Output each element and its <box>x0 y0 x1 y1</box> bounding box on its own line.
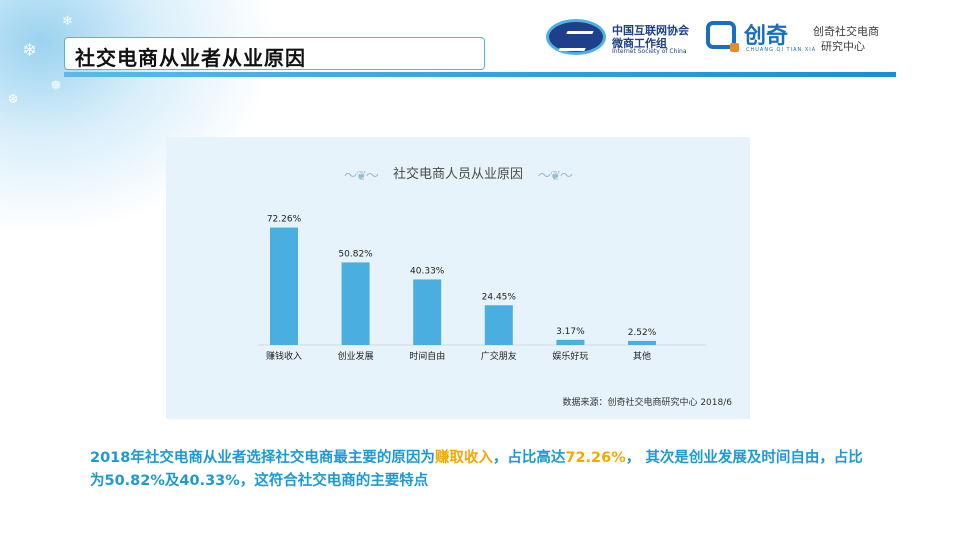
bar-value-label: 24.45% <box>482 292 517 302</box>
page-title: 社交电商从业者从业原因 <box>75 46 306 70</box>
bar-value-label: 40.33% <box>410 266 445 276</box>
chuangqi-name: 创奇 <box>744 24 789 49</box>
bar <box>628 340 656 345</box>
summary-part3: ， 其次是创业发展及时间自由，占比为50.82%及40.33%，这符合社交电商的… <box>90 450 863 489</box>
internet-society-emblem-icon <box>546 19 606 55</box>
bar <box>556 339 585 345</box>
chuangqi-pinyin: CHUANG QI TIAN XIA <box>746 47 817 53</box>
snowflake-icon: ❆ <box>8 92 19 106</box>
summary-highlight-percent: 72.26% <box>565 450 626 466</box>
internet-society-logo: 中国互联网协会 微商工作组 Internet Society of China <box>546 18 696 58</box>
chart-source: 数据来源：创奇社交电商研究中心 2018/6 <box>562 398 732 408</box>
bar <box>270 227 298 345</box>
chuangqi-org-line2: 研究中心 <box>821 40 865 53</box>
page-title-box: 社交电商从业者从业原因 <box>64 37 485 70</box>
category-label: 其他 <box>633 350 651 362</box>
ornament-left-icon: 〜❦〜 <box>344 169 379 184</box>
ioc-name-en: Internet Society of China <box>612 48 687 55</box>
bar <box>484 305 513 345</box>
summary-highlight-reason: 赚取收入 <box>434 450 493 466</box>
bar-chart: 72.26% 赚钱收入 50.82% 创业发展 40.33% 时间自由 24.45% 广交朋友… <box>258 215 706 362</box>
chart-title: 社交电商人员从业原因 <box>392 167 523 182</box>
bar-value-label: 3.17% <box>556 327 585 337</box>
summary-text: 2018年社交电商从业者选择社交电商最主要的原因为赚取收入，占比高达72.26%… <box>90 447 870 493</box>
bar <box>413 279 442 345</box>
snowflake-icon: ❄ <box>22 40 38 61</box>
summary-part1: 2018年社交电商从业者选择社交电商最主要的原因为 <box>90 450 435 466</box>
chuangqi-org-line1: 创奇社交电商 <box>813 25 879 38</box>
ioc-name-line2: 微商工作组 <box>612 37 667 50</box>
ioc-name-line1: 中国互联网协会 <box>612 24 689 37</box>
chuangqi-mark-icon <box>706 21 739 52</box>
category-label: 时间自由 <box>409 350 445 362</box>
header-divider <box>64 72 896 77</box>
category-label: 娱乐好玩 <box>552 350 588 362</box>
snowflake-icon: ❅ <box>50 78 62 94</box>
bar-value-label: 72.26% <box>267 215 302 225</box>
chuangqi-logo: 创奇 CHUANG QI TIAN XIA 创奇社交电商 研究中心 <box>706 18 896 58</box>
category-label: 赚钱收入 <box>266 350 302 362</box>
category-label: 广交朋友 <box>481 350 517 362</box>
bar-value-label: 2.52% <box>628 328 657 338</box>
chart-panel: 〜❦〜 社交电商人员从业原因 〜❦〜 72.26% 赚钱收入 50.82% 创业发展 4… <box>166 137 750 419</box>
snowflake-icon: ❄ <box>62 14 73 29</box>
summary-part2: ，占比高达 <box>492 450 566 466</box>
ornament-right-icon: 〜❦〜 <box>538 169 573 184</box>
bar-value-label: 50.82% <box>338 249 373 259</box>
category-label: 创业发展 <box>338 350 374 362</box>
bar <box>341 262 370 345</box>
